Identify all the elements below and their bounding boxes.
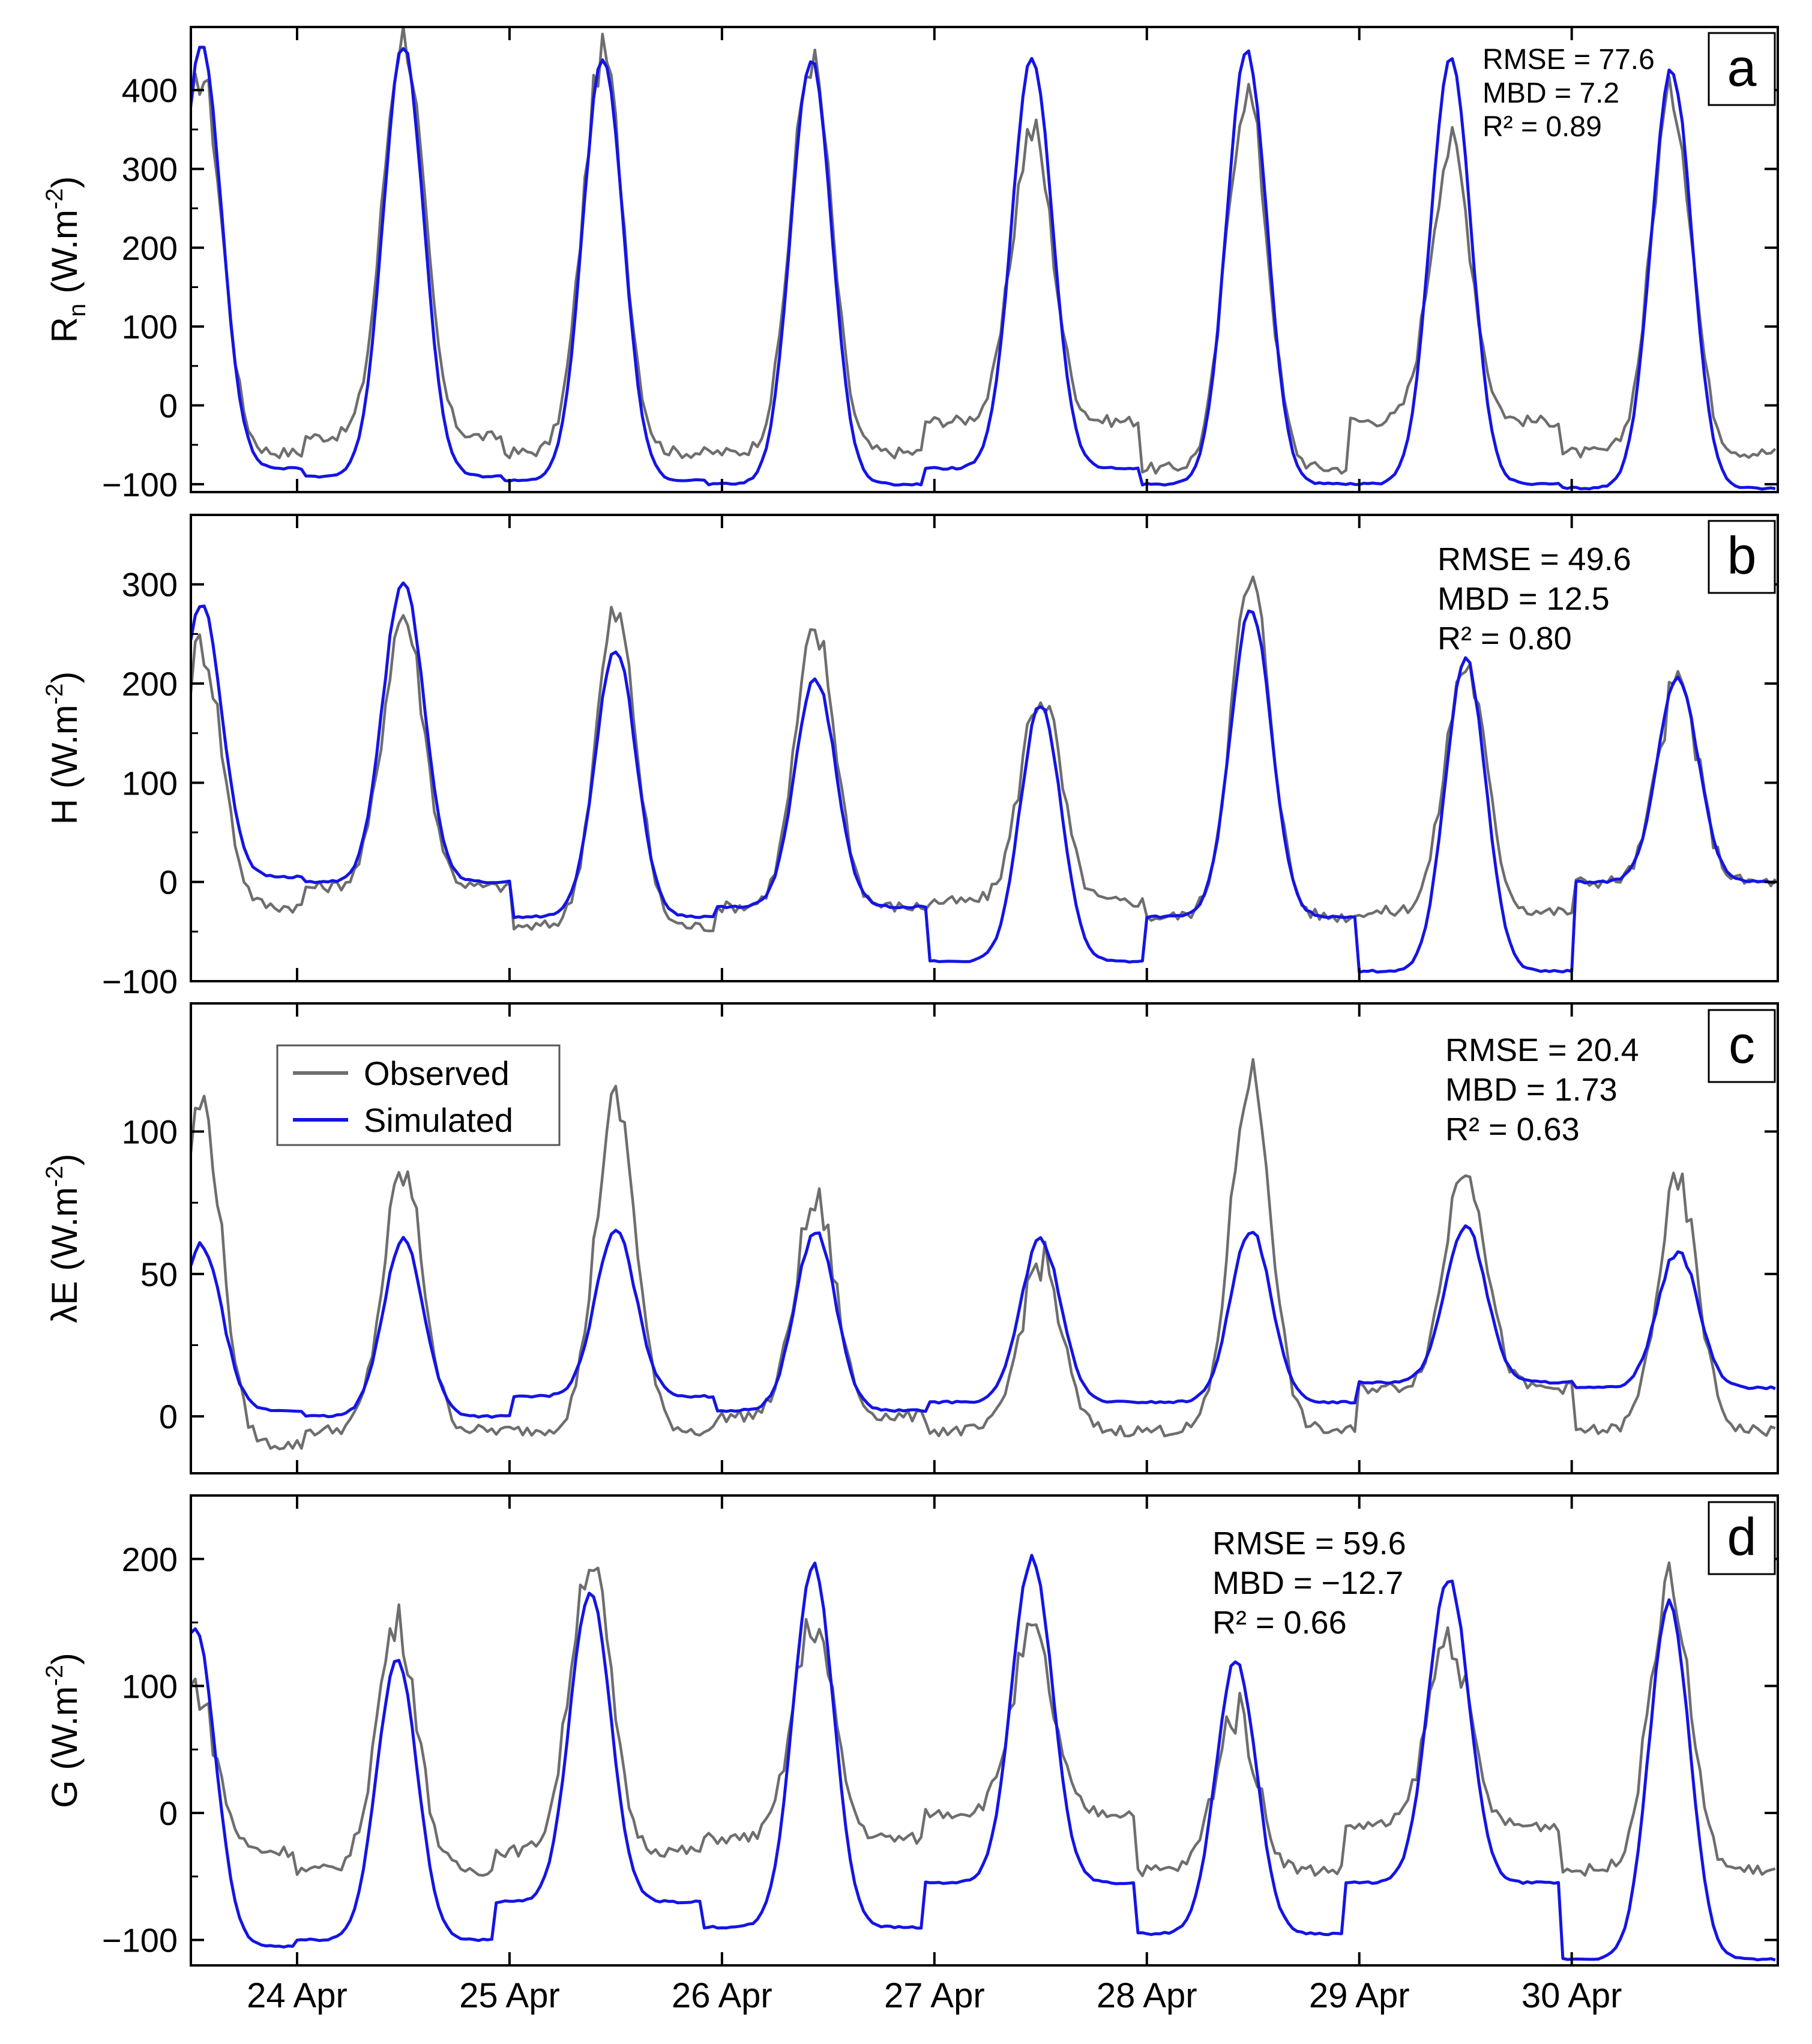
y-tick-label: 200 [122, 229, 178, 267]
stats-line: MBD = 12.5 [1437, 581, 1610, 617]
panel-letter: a [1727, 38, 1757, 97]
stats-line: R² = 0.66 [1212, 1605, 1347, 1641]
y-label-space [44, 1770, 85, 1781]
y-tick-label: 100 [122, 308, 178, 346]
y-label-unit: (W.m [44, 209, 85, 293]
y-label-exp: -2 [41, 188, 68, 210]
legend-simulated-label: Simulated [364, 1101, 513, 1139]
y-label-main: G [44, 1780, 85, 1808]
y-tick-label: −100 [102, 466, 178, 503]
y-label-exp: -2 [41, 1165, 68, 1187]
legend: Observed Simulated [276, 1044, 561, 1146]
y-label-space [44, 1271, 85, 1281]
x-tick-label: 27 Apr [884, 1976, 985, 2015]
y-label-close: ) [44, 176, 85, 188]
y-tick-label: 300 [122, 150, 178, 188]
plot-frame-c [190, 1002, 1779, 1474]
panel-letter: b [1727, 526, 1757, 585]
series-simulated-d [191, 1554, 1776, 1962]
y-label-exp: -2 [41, 684, 68, 705]
stats-line: MBD = 1.73 [1445, 1072, 1618, 1108]
stats-line: MBD = 7.2 [1482, 77, 1619, 109]
stats-line: RMSE = 49.6 [1437, 541, 1631, 577]
y-tick-label: 100 [122, 764, 178, 802]
y-tick-label: 300 [122, 566, 178, 604]
x-tick-label: 24 Apr [247, 1976, 348, 2015]
x-tick-label: 28 Apr [1097, 1976, 1197, 2015]
legend-observed-label: Observed [364, 1054, 510, 1092]
stats-line: R² = 0.89 [1482, 111, 1602, 143]
plot-frame-d [190, 1494, 1779, 1967]
y-label-space [44, 789, 85, 799]
series-observed-a [191, 27, 1777, 475]
y-label-main: H [44, 799, 85, 825]
stats-line: R² = 0.63 [1445, 1111, 1580, 1147]
y-label-unit: (W.m [44, 1187, 85, 1271]
y-label-unit: (W.m [44, 705, 85, 789]
y-tick-label: 100 [122, 1667, 178, 1705]
legend-box [276, 1044, 561, 1146]
panel-letter-box [1708, 520, 1776, 594]
panel-letter-box [1708, 1009, 1776, 1083]
y-axis-label-c: λE (W.m-2) [41, 1153, 85, 1323]
series-observed-d [191, 1561, 1776, 1877]
plot-frame-a [190, 26, 1779, 493]
panel-b: −100 0 100 200 300 H (W.m-2) RMSE = 49.6 MBD = … [41, 514, 1779, 1000]
panel-letter-box [1708, 1501, 1776, 1575]
y-label-unit: (W.m [44, 1686, 85, 1770]
x-tick-label: 26 Apr [672, 1976, 772, 2015]
y-tick-label: 100 [122, 1113, 178, 1151]
y-tick-label: 400 [122, 71, 178, 109]
y-label-space [44, 293, 85, 304]
y-label-close: ) [44, 672, 85, 684]
y-axis-label-b: H (W.m-2) [41, 672, 85, 825]
series-observed-b [191, 575, 1777, 933]
x-tick-label: 25 Apr [459, 1976, 560, 2015]
stats-line: RMSE = 20.4 [1445, 1032, 1639, 1068]
y-tick-label: 50 [140, 1255, 178, 1293]
x-tick-label: 29 Apr [1309, 1976, 1410, 2015]
y-tick-label: 200 [122, 665, 178, 703]
y-tick-label: −100 [102, 1922, 178, 1959]
panel-c: 0 50 100 λE (W.m-2) RMSE = 20.4 MBD = 1.73R² … [41, 1002, 1779, 1474]
stats-line: RMSE = 59.6 [1212, 1525, 1406, 1562]
y-label-main: R [44, 317, 85, 343]
series-simulated-a [191, 46, 1776, 491]
y-axis-label-a: Rn (W.m-2) [41, 176, 91, 343]
panel-letter-box [1708, 32, 1776, 106]
panel-a: −100 0 100 200 300 400 Rn (W.m-2) RMSE = 77.6MB… [41, 26, 1779, 503]
x-tick-label: 30 Apr [1522, 1976, 1622, 2015]
y-tick-label: 0 [159, 1398, 178, 1435]
y-tick-label: −100 [102, 963, 178, 1000]
y-label-close: ) [44, 1153, 85, 1165]
y-axis-label-d: G (W.m-2) [41, 1653, 85, 1808]
panel-letter: c [1729, 1015, 1755, 1074]
y-tick-label: 200 [122, 1541, 178, 1578]
stats-line: RMSE = 77.6 [1482, 44, 1655, 76]
y-tick-label: 0 [159, 864, 178, 901]
series-simulated-c [191, 1224, 1776, 1419]
plot-frame-b [190, 514, 1779, 982]
stats-line: R² = 0.80 [1437, 621, 1572, 657]
series-simulated-b [191, 581, 1776, 974]
y-tick-label: 0 [159, 387, 178, 425]
y-tick-label: 0 [159, 1794, 178, 1832]
y-label-close: ) [44, 1653, 85, 1665]
y-label-exp: -2 [41, 1665, 68, 1686]
y-label-sub: n [64, 304, 91, 317]
y-label-main: λE [44, 1281, 85, 1323]
panel-letter: d [1727, 1507, 1757, 1566]
stats-line: MBD = −12.7 [1212, 1565, 1403, 1601]
